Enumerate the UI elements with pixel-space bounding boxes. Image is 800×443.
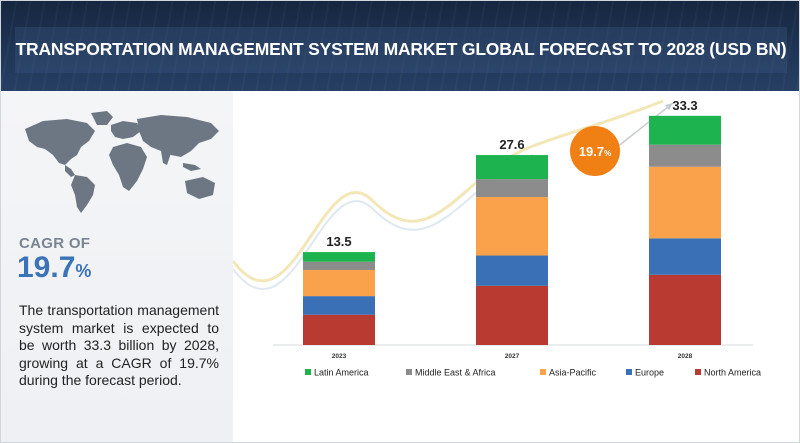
bar-segment	[649, 238, 721, 275]
bar-segment	[303, 296, 375, 315]
bar-segment	[476, 285, 548, 345]
bar-total-label: 13.5	[326, 234, 351, 249]
legend-swatch	[695, 369, 701, 375]
legend-swatch	[305, 369, 311, 375]
bar-segment	[649, 274, 721, 345]
legend-swatch	[540, 369, 546, 375]
decorative-swoosh	[233, 154, 534, 290]
header-banner: TRANSPORTATION MANAGEMENT SYSTEM MARKET …	[1, 1, 799, 91]
bar-segment	[476, 255, 548, 286]
world-map-icon	[25, 111, 219, 213]
legend-label: Asia-Pacific	[549, 368, 597, 378]
decorative-swoosh	[233, 99, 664, 283]
bar-segment	[649, 115, 721, 145]
bar-segment	[303, 269, 375, 297]
bar-segment	[649, 144, 721, 167]
header-band	[15, 27, 787, 73]
legend-label: Europe	[635, 368, 664, 378]
legend-swatch	[626, 369, 632, 375]
bar-segment	[303, 314, 375, 345]
x-tick-label: 2027	[505, 353, 520, 360]
market-description: The transportation management system mar…	[19, 302, 219, 388]
bar-total-label: 27.6	[499, 137, 524, 152]
summary-panel: CAGR OF 19.7% The transportation managem…	[1, 91, 233, 442]
cagr-badge-label: 19.7%	[579, 144, 611, 159]
bar-total-label: 33.3	[672, 98, 697, 113]
bar-segment	[476, 155, 548, 180]
legend-label: Middle East & Africa	[415, 368, 496, 378]
stacked-bar-chart: 13.5 2023 27.6 2027 33.3 2028 19.7% Latin Ameri…	[233, 98, 761, 378]
bar-segment	[476, 179, 548, 198]
cagr-badge	[570, 126, 620, 176]
legend-swatch	[406, 369, 412, 375]
cagr-number: 19.7	[17, 251, 76, 284]
x-tick-label: 2023	[332, 353, 347, 360]
bar-segment	[476, 197, 548, 256]
cagr-label: CAGR OF	[19, 235, 91, 252]
cagr-value: 19.7%	[17, 251, 91, 285]
trend-arrow-head	[665, 103, 673, 110]
x-tick-label: 2028	[678, 353, 693, 360]
chart-title: TRANSPORTATION MANAGEMENT SYSTEM MARKET …	[15, 39, 787, 59]
bar-segment	[303, 261, 375, 270]
cagr-badge-unit: %	[604, 149, 611, 158]
cagr-unit: %	[75, 261, 92, 281]
legend-label: Latin America	[314, 368, 369, 378]
cagr-badge-number: 19.7	[579, 144, 604, 159]
bar-segment	[303, 252, 375, 262]
bar-segment	[649, 166, 721, 239]
legend-label: North America	[704, 368, 761, 378]
